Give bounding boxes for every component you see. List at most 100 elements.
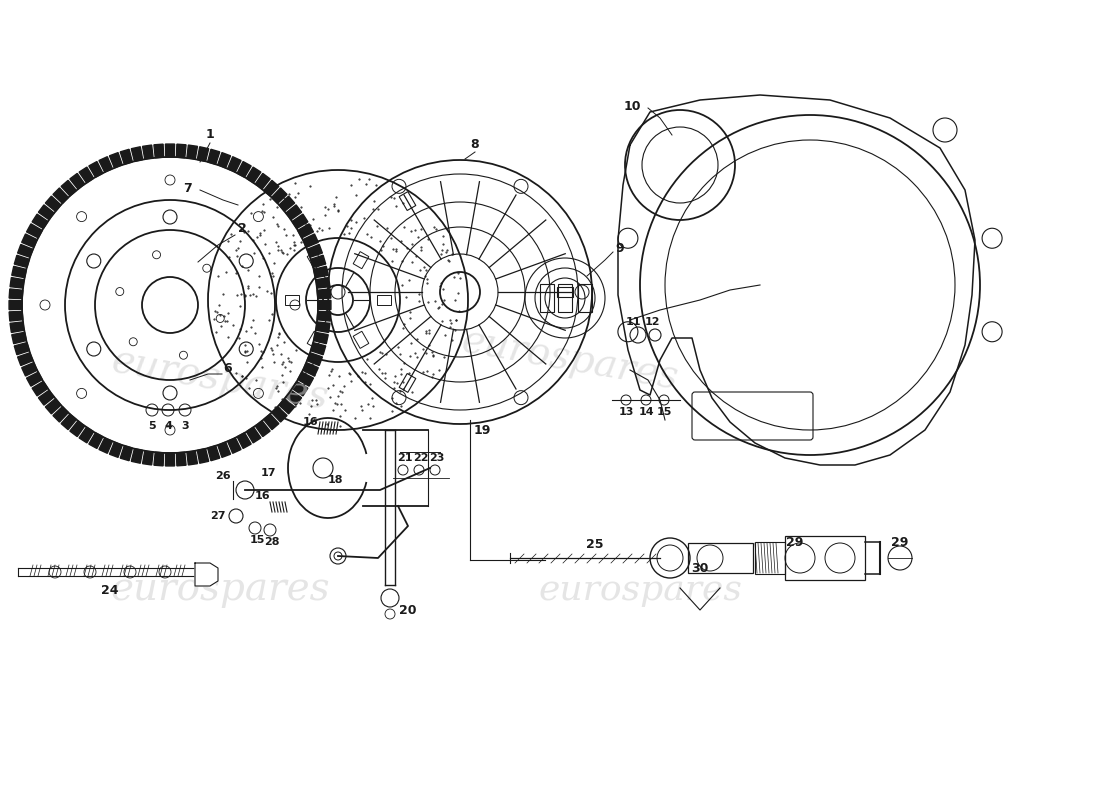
Text: eurospares: eurospares bbox=[538, 573, 741, 607]
Bar bbox=[399, 192, 416, 210]
Polygon shape bbox=[264, 414, 279, 430]
Polygon shape bbox=[22, 362, 37, 376]
Text: 18: 18 bbox=[328, 475, 343, 485]
Polygon shape bbox=[99, 157, 112, 172]
Polygon shape bbox=[26, 224, 42, 238]
Polygon shape bbox=[89, 162, 102, 177]
Text: 9: 9 bbox=[616, 242, 625, 254]
Polygon shape bbox=[89, 433, 102, 449]
Polygon shape bbox=[176, 452, 186, 466]
Polygon shape bbox=[70, 421, 85, 437]
Text: 27: 27 bbox=[210, 511, 225, 521]
Polygon shape bbox=[272, 188, 287, 203]
Text: 20: 20 bbox=[399, 603, 417, 617]
Polygon shape bbox=[279, 196, 295, 211]
Text: 3: 3 bbox=[182, 421, 189, 431]
Polygon shape bbox=[10, 278, 24, 288]
Polygon shape bbox=[286, 390, 301, 405]
Polygon shape bbox=[12, 266, 26, 278]
Bar bbox=[578, 284, 592, 312]
Polygon shape bbox=[302, 362, 318, 376]
Text: 21: 21 bbox=[397, 453, 412, 463]
Polygon shape bbox=[255, 174, 271, 189]
Polygon shape bbox=[9, 301, 22, 310]
Text: 8: 8 bbox=[471, 138, 480, 150]
Polygon shape bbox=[197, 146, 209, 162]
Polygon shape bbox=[70, 174, 85, 189]
Polygon shape bbox=[298, 224, 314, 238]
Bar bbox=[558, 284, 572, 312]
Polygon shape bbox=[18, 353, 33, 366]
Polygon shape bbox=[255, 421, 271, 437]
Polygon shape bbox=[316, 322, 330, 333]
Polygon shape bbox=[293, 382, 308, 396]
Polygon shape bbox=[218, 442, 231, 458]
Polygon shape bbox=[228, 438, 241, 454]
Polygon shape bbox=[314, 266, 328, 278]
Polygon shape bbox=[143, 145, 153, 159]
Polygon shape bbox=[318, 301, 331, 310]
Bar bbox=[307, 252, 322, 269]
Bar bbox=[399, 374, 416, 392]
Text: eurospares: eurospares bbox=[110, 571, 330, 609]
Polygon shape bbox=[317, 289, 331, 298]
Bar bbox=[785, 536, 865, 580]
Bar bbox=[557, 287, 573, 297]
Polygon shape bbox=[9, 311, 23, 321]
Polygon shape bbox=[12, 332, 26, 344]
Text: eurospares: eurospares bbox=[109, 342, 331, 418]
Polygon shape bbox=[165, 144, 175, 157]
Polygon shape bbox=[18, 245, 33, 258]
Text: 12: 12 bbox=[645, 317, 660, 327]
Polygon shape bbox=[272, 406, 287, 422]
Polygon shape bbox=[14, 255, 30, 267]
Polygon shape bbox=[120, 446, 132, 461]
Bar bbox=[688, 543, 754, 573]
Polygon shape bbox=[110, 153, 122, 168]
Text: 1: 1 bbox=[206, 129, 214, 142]
Polygon shape bbox=[187, 451, 198, 465]
Polygon shape bbox=[131, 449, 143, 463]
Polygon shape bbox=[45, 196, 60, 211]
Polygon shape bbox=[9, 289, 23, 298]
Text: 23: 23 bbox=[429, 453, 444, 463]
Polygon shape bbox=[246, 167, 261, 183]
Text: 26: 26 bbox=[216, 471, 231, 481]
Polygon shape bbox=[131, 146, 143, 162]
Polygon shape bbox=[53, 188, 68, 203]
Polygon shape bbox=[165, 453, 175, 466]
Polygon shape bbox=[311, 342, 326, 354]
Text: 29: 29 bbox=[786, 535, 804, 549]
Polygon shape bbox=[264, 180, 279, 196]
Polygon shape bbox=[246, 427, 261, 443]
Text: 25: 25 bbox=[586, 538, 604, 551]
Text: 24: 24 bbox=[101, 583, 119, 597]
Polygon shape bbox=[110, 442, 122, 458]
Polygon shape bbox=[307, 353, 322, 366]
Polygon shape bbox=[218, 153, 231, 168]
Polygon shape bbox=[307, 245, 322, 258]
Polygon shape bbox=[293, 214, 308, 229]
Polygon shape bbox=[238, 162, 251, 177]
Text: 16: 16 bbox=[302, 417, 318, 427]
Text: 15: 15 bbox=[250, 535, 265, 545]
Polygon shape bbox=[53, 406, 68, 422]
Polygon shape bbox=[197, 449, 209, 463]
Bar bbox=[540, 284, 554, 312]
Text: eurospares: eurospares bbox=[459, 322, 681, 398]
Text: 11: 11 bbox=[625, 317, 640, 327]
Polygon shape bbox=[302, 234, 318, 247]
Text: 4: 4 bbox=[164, 421, 172, 431]
Text: 14: 14 bbox=[638, 407, 653, 417]
Polygon shape bbox=[79, 427, 94, 443]
Text: 16: 16 bbox=[254, 491, 270, 501]
Polygon shape bbox=[238, 433, 251, 449]
Text: 7: 7 bbox=[184, 182, 192, 194]
Polygon shape bbox=[228, 157, 241, 172]
Polygon shape bbox=[26, 372, 42, 386]
Polygon shape bbox=[176, 144, 186, 158]
Polygon shape bbox=[208, 446, 220, 461]
Polygon shape bbox=[14, 342, 30, 354]
Polygon shape bbox=[279, 398, 295, 414]
Text: 19: 19 bbox=[473, 423, 491, 437]
